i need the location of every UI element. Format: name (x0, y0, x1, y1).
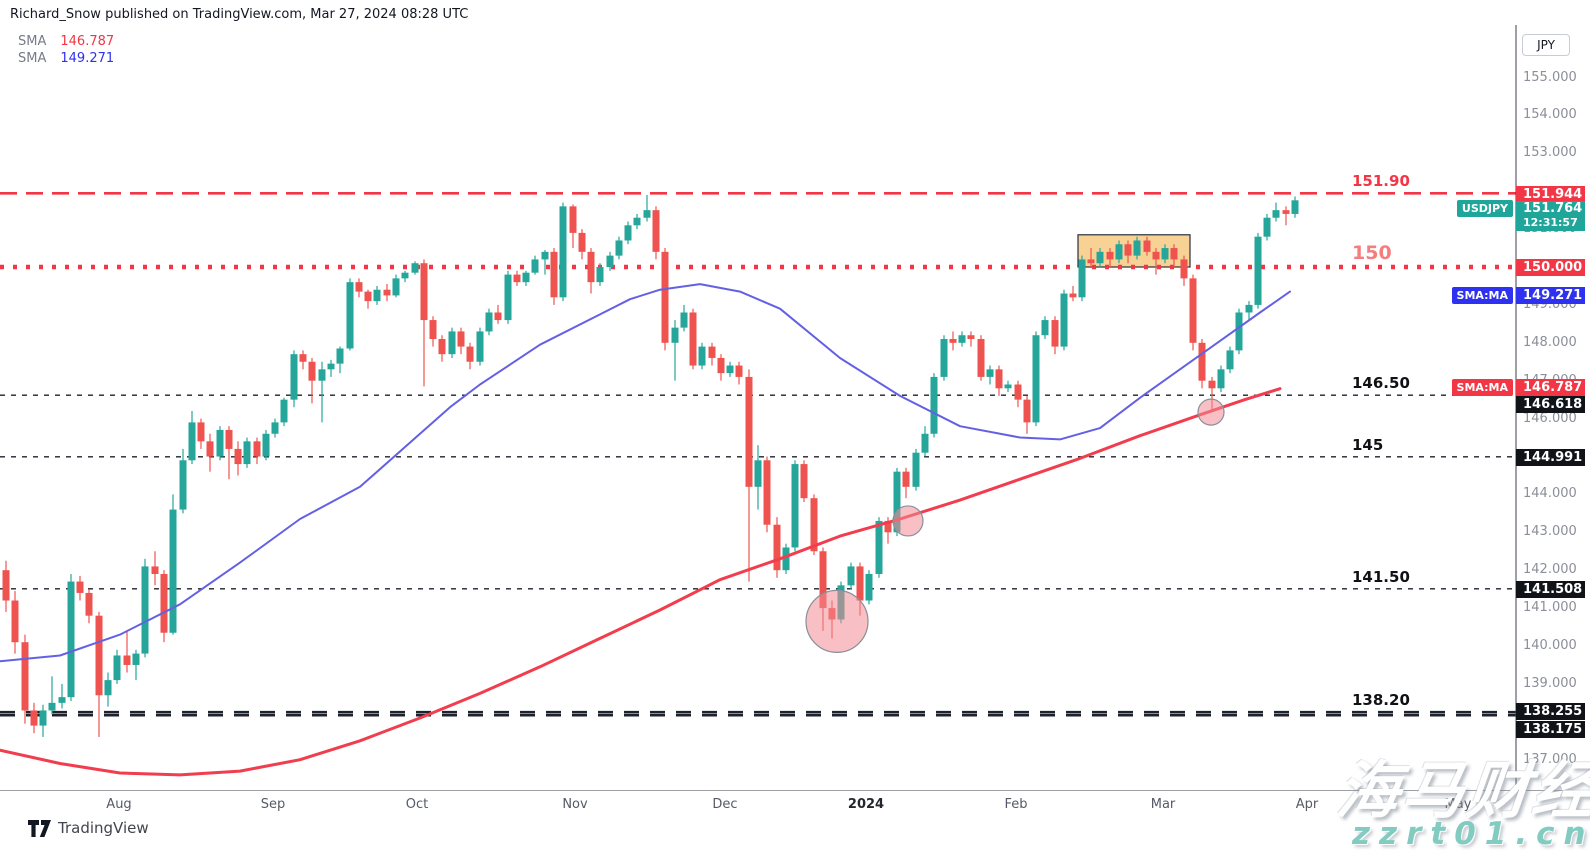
level-label-145: 145 (1352, 435, 1384, 454)
level-label-150: 150 (1352, 242, 1392, 264)
price-tick-143: 143.000 (1523, 524, 1577, 540)
price-axis[interactable]: JPY 155.000154.000153.000151.000149.0001… (1516, 0, 1590, 791)
time-label-Aug: Aug (106, 797, 132, 812)
axis-badge-150.000: 150.000 (1516, 259, 1585, 276)
symbol-chip-USDJPY: USDJPY (1456, 200, 1513, 217)
time-label-Mar: Mar (1150, 797, 1176, 812)
tradingview-logo[interactable]: TradingView (28, 819, 149, 837)
tradingview-icon (28, 819, 51, 837)
axis-badge-146.618: 146.618 (1516, 396, 1585, 413)
level-label-141.50: 141.50 (1352, 567, 1410, 586)
indicator-legend[interactable]: SMA 146.787 SMA 149.271 (18, 33, 114, 67)
price-tick-148: 148.000 (1523, 334, 1577, 350)
time-label-Nov: Nov (562, 797, 588, 812)
time-label-Feb: Feb (1004, 797, 1028, 812)
sma-label: SMA (18, 51, 47, 66)
symbol-chip-SMA:MA: SMA:MA (1451, 287, 1513, 304)
time-axis[interactable]: Aug Sep Oct Nov Dec 2024 Feb Mar Apr May (0, 791, 1590, 820)
price-tick-154: 154.000 (1523, 107, 1577, 123)
sma-label: SMA (18, 34, 47, 49)
time-label-Apr: Apr (1295, 797, 1319, 812)
price-tick-141: 141.000 (1523, 600, 1577, 616)
axis-badge-149.271: 149.271 (1516, 287, 1585, 304)
publish-byline: Richard_Snow published on TradingView.co… (10, 7, 469, 22)
axis-badge-138.175: 138.175 (1516, 721, 1585, 738)
currency-button[interactable]: JPY (1522, 34, 1570, 56)
sma-slow-line (0, 387, 1282, 777)
price-tick-137: 137.000 (1523, 751, 1577, 767)
price-tick-155: 155.000 (1523, 69, 1577, 85)
price-tick-144: 144.000 (1523, 486, 1577, 502)
time-label-May: May (1444, 797, 1472, 812)
axis-badge-141.508: 141.508 (1516, 581, 1585, 598)
sma-slow-value: 146.787 (60, 34, 115, 49)
tradingview-wordmark: TradingView (58, 819, 149, 837)
watermark-site: zzrt01.cn (1352, 816, 1590, 852)
time-label-Oct: Oct (405, 797, 429, 812)
axis-badge-146.787: 146.787 (1516, 379, 1585, 396)
time-label-Dec: Dec (712, 797, 738, 812)
time-label-Sep: Sep (260, 797, 286, 812)
sma-fast-line (0, 283, 1291, 663)
level-label-138.20: 138.20 (1352, 691, 1410, 710)
price-tick-153: 153.000 (1523, 145, 1577, 161)
annotation-circle-3 (1197, 398, 1225, 426)
axis-badge-144.991: 144.991 (1516, 449, 1585, 466)
price-tick-139: 139.000 (1523, 675, 1577, 691)
axis-badge-138.255: 138.255 (1516, 703, 1585, 720)
symbol-chip-SMA:MA: SMA:MA (1451, 379, 1513, 396)
axis-badge-151.764: 151.764 12:31:57 (1516, 201, 1585, 231)
sma-fast-value: 149.271 (60, 51, 115, 66)
level-label-151.90: 151.90 (1352, 172, 1410, 191)
level-label-146.50: 146.50 (1352, 374, 1410, 393)
legend-row-sma-fast[interactable]: SMA 149.271 (18, 50, 114, 67)
annotation-circle-1 (805, 589, 869, 653)
price-tick-146: 146.000 (1523, 410, 1577, 426)
axis-badge-151.944: 151.944 (1516, 186, 1585, 203)
price-tick-140: 140.000 (1523, 638, 1577, 653)
candlestick-series (2, 194, 1299, 737)
time-label-2024: 2024 (847, 797, 885, 812)
legend-row-sma-slow[interactable]: SMA 146.787 (18, 33, 114, 50)
price-tick-142: 142.000 (1523, 562, 1577, 578)
annotation-circle-2 (892, 505, 924, 537)
